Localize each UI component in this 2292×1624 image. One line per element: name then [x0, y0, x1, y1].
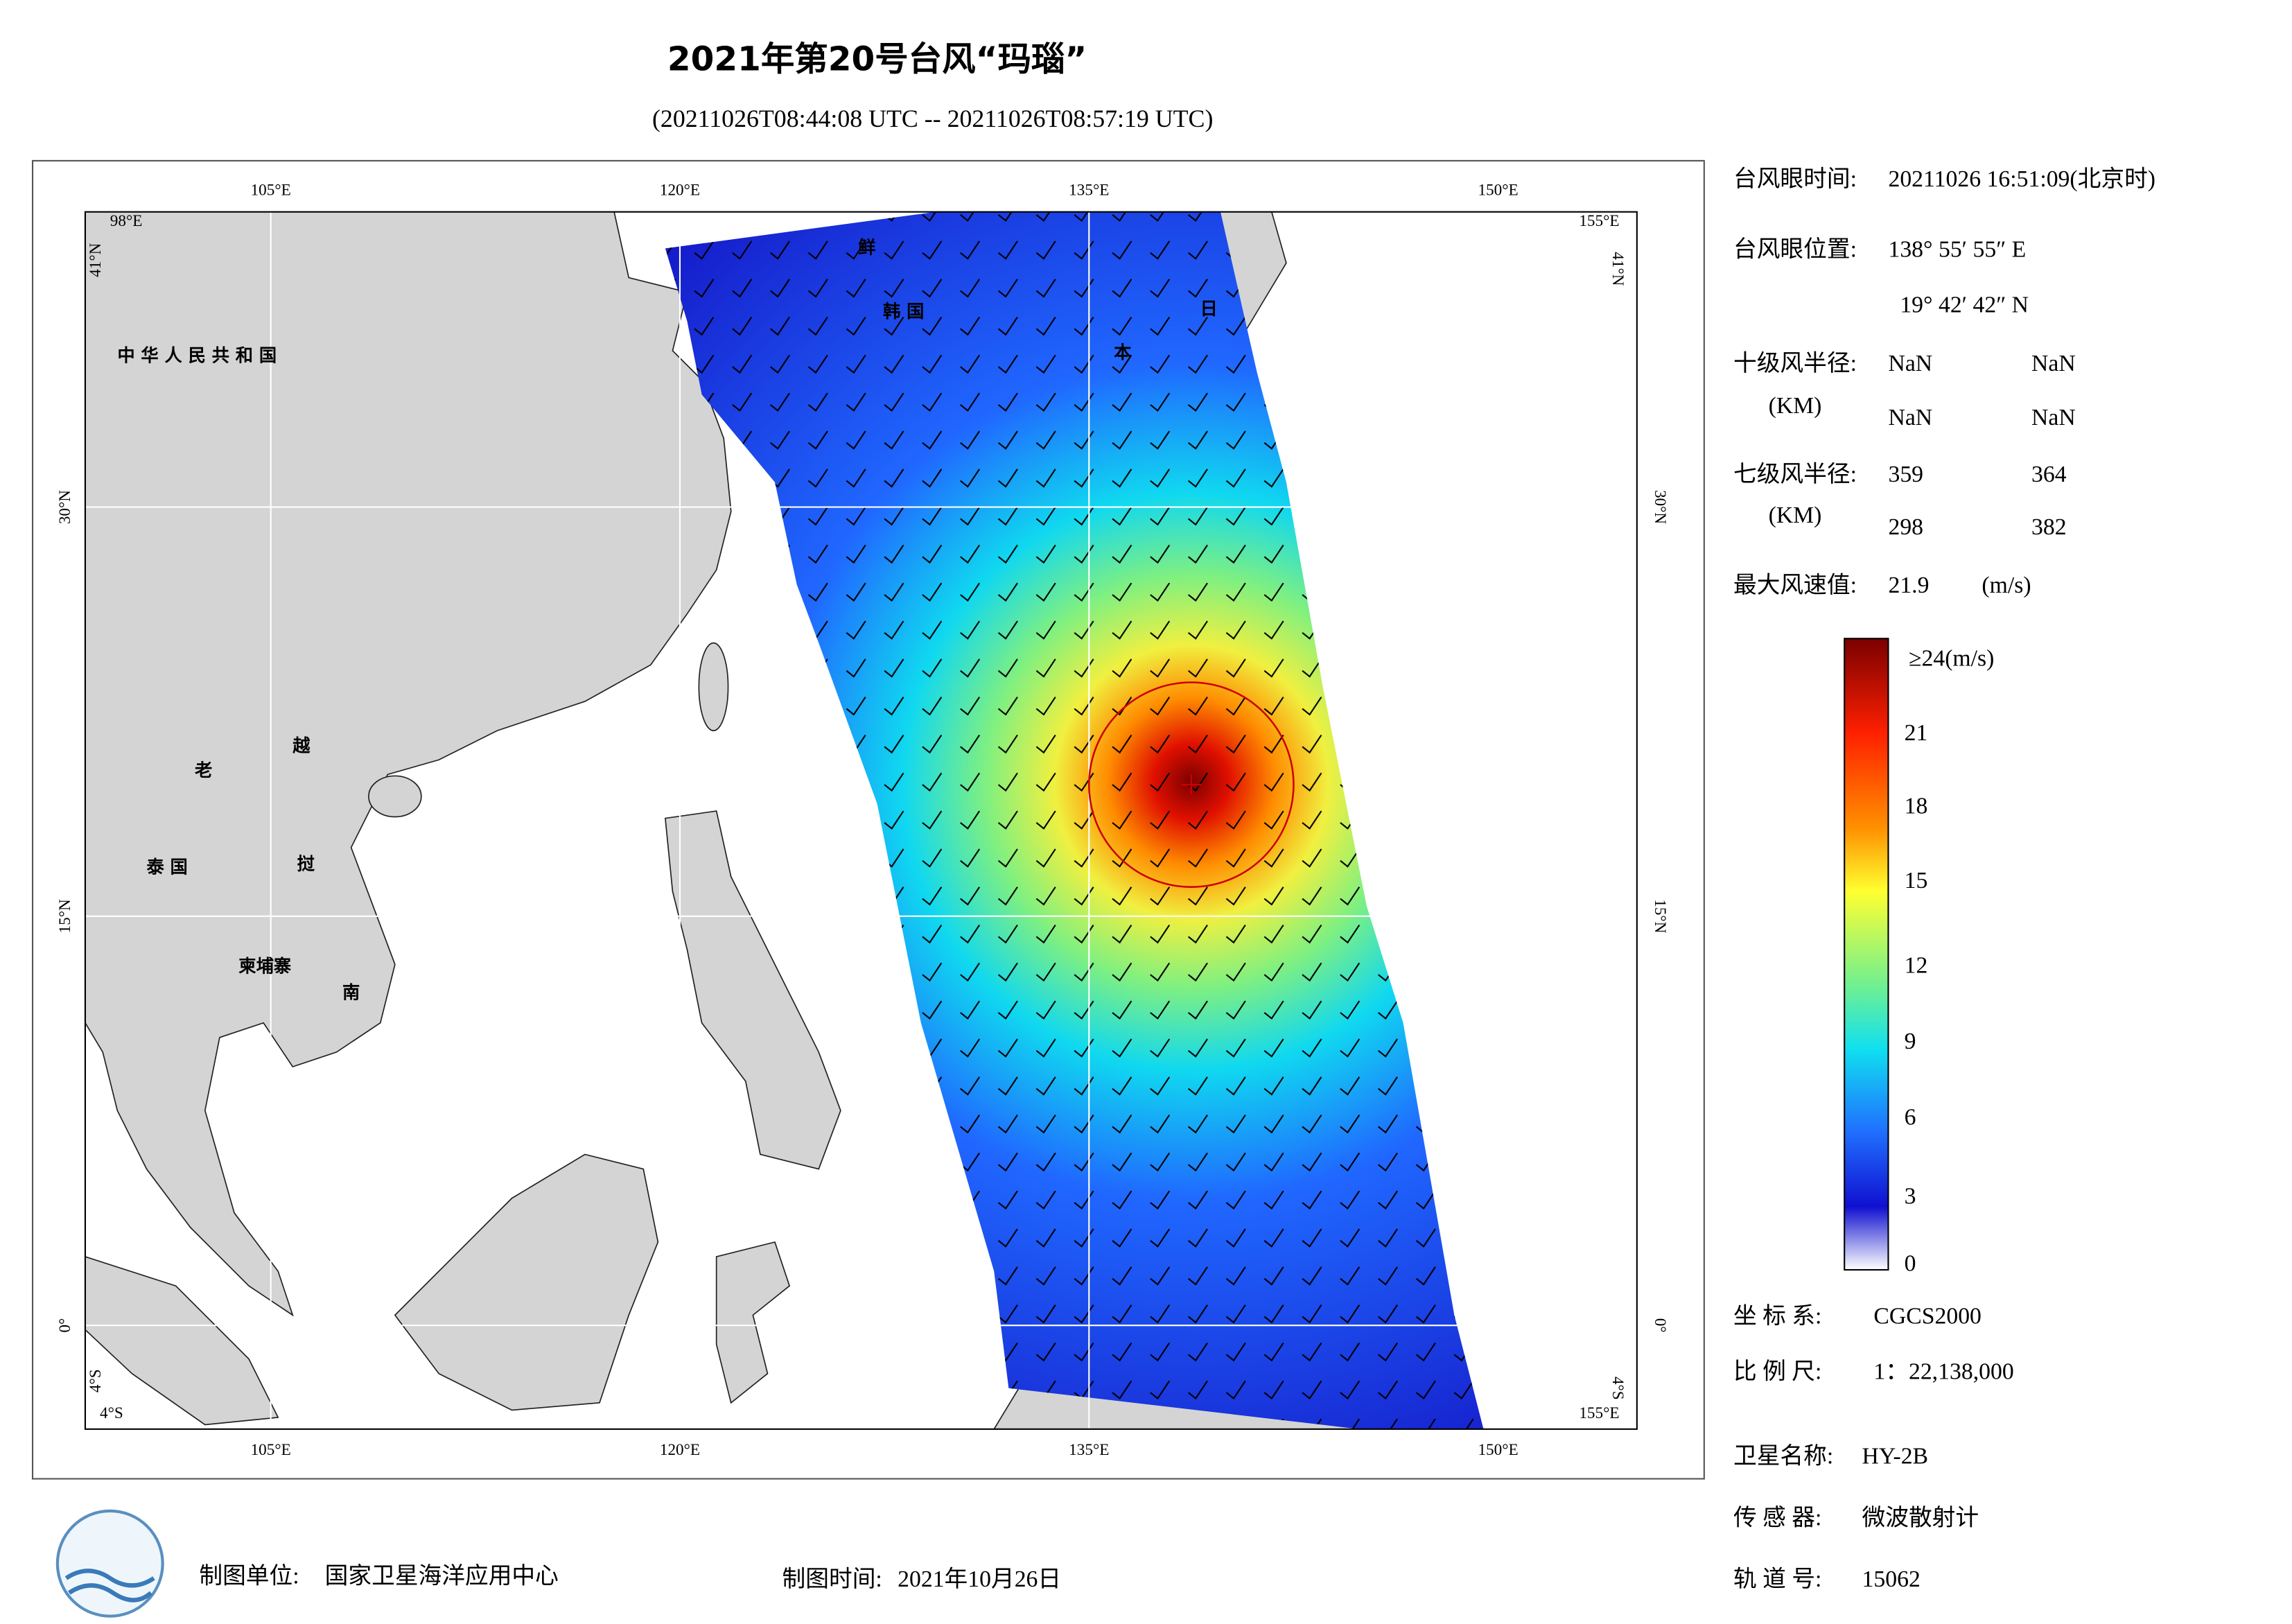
info-value: 1：22,138,000 — [1873, 1359, 2013, 1384]
info-label: 台风眼时间: — [1733, 166, 1857, 192]
footer-label: 制图单位: — [199, 1563, 299, 1589]
footer-value: 国家卫星海洋应用中心 — [325, 1563, 559, 1589]
subtitle: (20211026T08:44:08 UTC -- 20211026T08:57… — [652, 105, 1213, 132]
lon-label: 105°E — [251, 182, 291, 200]
wind-swath — [665, 211, 1484, 1429]
colorbar-label: 6 — [1905, 1105, 1916, 1130]
place-label: 老 — [195, 760, 212, 780]
lon-label: 150°E — [1478, 1441, 1518, 1459]
corner-label: 41°N — [87, 243, 105, 277]
info-value: 382 — [2031, 514, 2067, 540]
colorbar-label: 12 — [1905, 952, 1928, 978]
info-label: 卫星名称: — [1733, 1443, 1833, 1469]
colorbar-label: 9 — [1905, 1029, 1916, 1054]
info-label: 轨 道 号: — [1733, 1566, 1821, 1592]
info-label: 坐 标 系: — [1733, 1302, 1821, 1329]
place-label: 挝 — [297, 854, 315, 874]
lon-label: 120°E — [660, 1441, 700, 1459]
map — [85, 211, 1637, 1429]
corner-label: 4°S — [1609, 1377, 1627, 1400]
info-label: 比 例 尺: — [1733, 1359, 1821, 1384]
info-label: 传 感 器: — [1733, 1504, 1821, 1530]
corner-label: 98°E — [110, 212, 143, 230]
colorbar-label: ≥24(m/s) — [1909, 646, 1994, 672]
lat-label: 0° — [56, 1318, 74, 1333]
lon-label: 135°E — [1069, 1441, 1109, 1459]
info-value: NaN — [2031, 405, 2076, 430]
place-label: 越 — [292, 735, 310, 756]
wind-radius — [1088, 681, 1295, 888]
lat-label: 30°N — [56, 490, 74, 524]
info-value: 微波散射计 — [1862, 1504, 1979, 1530]
map-labels: 98°E 155°E 4°S 155°E 41°N 41°N 4°S 4°S 1… — [56, 182, 1669, 1459]
colorbar — [1844, 638, 1889, 1271]
lat-label: 15°N — [56, 899, 74, 933]
corner-label: 155°E — [1579, 1404, 1619, 1422]
corner-label: 41°N — [1609, 252, 1627, 286]
lon-label: 135°E — [1069, 182, 1109, 200]
info-value: 20211026 16:51:09(北京时) — [1888, 166, 2155, 192]
info-value: 298 — [1888, 514, 1923, 540]
info-value: 15062 — [1862, 1566, 1921, 1592]
info-value: 359 — [1888, 462, 1923, 487]
info-value: NaN — [2031, 351, 2076, 376]
lon-label: 150°E — [1478, 182, 1518, 200]
graticule — [85, 211, 1637, 1429]
info-label: 台风眼位置: — [1733, 236, 1857, 262]
info-value: 21.9 — [1888, 573, 1929, 598]
corner-label: 155°E — [1579, 212, 1619, 230]
place-label: 本 — [1114, 342, 1132, 363]
lon-label: 105°E — [251, 1441, 291, 1459]
corner-label: 4°S — [100, 1404, 123, 1422]
colorbar-label: 21 — [1905, 720, 1928, 746]
place-label: 日 — [1200, 299, 1218, 319]
info-unit: (m/s) — [1982, 573, 2031, 598]
lat-label: 15°N — [1651, 899, 1669, 933]
colorbar-labels: ≥24(m/s) 21 18 15 12 9 6 3 0 — [1905, 646, 1995, 1277]
logo — [55, 1509, 164, 1618]
footer-label: 制图时间: — [782, 1566, 882, 1592]
info-value: NaN — [1888, 405, 1932, 430]
place-label: 韩 国 — [883, 302, 924, 322]
colorbar-label: 15 — [1905, 868, 1928, 893]
info-label: 最大风速值: — [1733, 572, 1857, 598]
title: 2021年第20号台风“玛瑙” — [667, 40, 1087, 79]
map-border — [84, 211, 1638, 1430]
info-unit: (KM) — [1769, 503, 1822, 528]
info-unit: (KM) — [1769, 393, 1822, 419]
info-value: CGCS2000 — [1873, 1303, 1982, 1329]
lon-label: 120°E — [660, 182, 700, 200]
place-label: 鲜 — [858, 237, 875, 257]
info-label: 十级风半径: — [1733, 350, 1857, 376]
footer: 制图单位: 国家卫星海洋应用中心 制图时间: 2021年10月26日 — [199, 1563, 1061, 1592]
place-label: 柬埔寨 — [238, 957, 292, 977]
place-label: 泰 国 — [146, 857, 187, 877]
info-value: 138° 55′ 55″ E — [1888, 236, 2026, 262]
footer-value: 2021年10月26日 — [898, 1566, 1061, 1592]
colorbar-label: 0 — [1905, 1250, 1916, 1276]
place-label: 中 华 人 民 共 和 国 — [117, 345, 277, 365]
map-frame — [31, 159, 1705, 1480]
colorbar-label: 18 — [1905, 794, 1928, 819]
info-value: HY-2B — [1862, 1444, 1929, 1469]
info-panel: 台风眼时间: 20211026 16:51:09(北京时) 台风眼位置: 138… — [1733, 166, 2155, 1592]
colorbar-label: 3 — [1905, 1183, 1916, 1209]
info-value: 19° 42′ 42″ N — [1900, 292, 2029, 317]
place-label: 南 — [342, 983, 360, 1003]
info-value: NaN — [1888, 351, 1932, 376]
info-value: 364 — [2031, 462, 2067, 487]
lat-label: 0° — [1651, 1318, 1669, 1333]
corner-label: 4°S — [87, 1369, 105, 1392]
lat-label: 30°N — [1651, 490, 1669, 524]
info-label: 七级风半径: — [1733, 461, 1857, 487]
